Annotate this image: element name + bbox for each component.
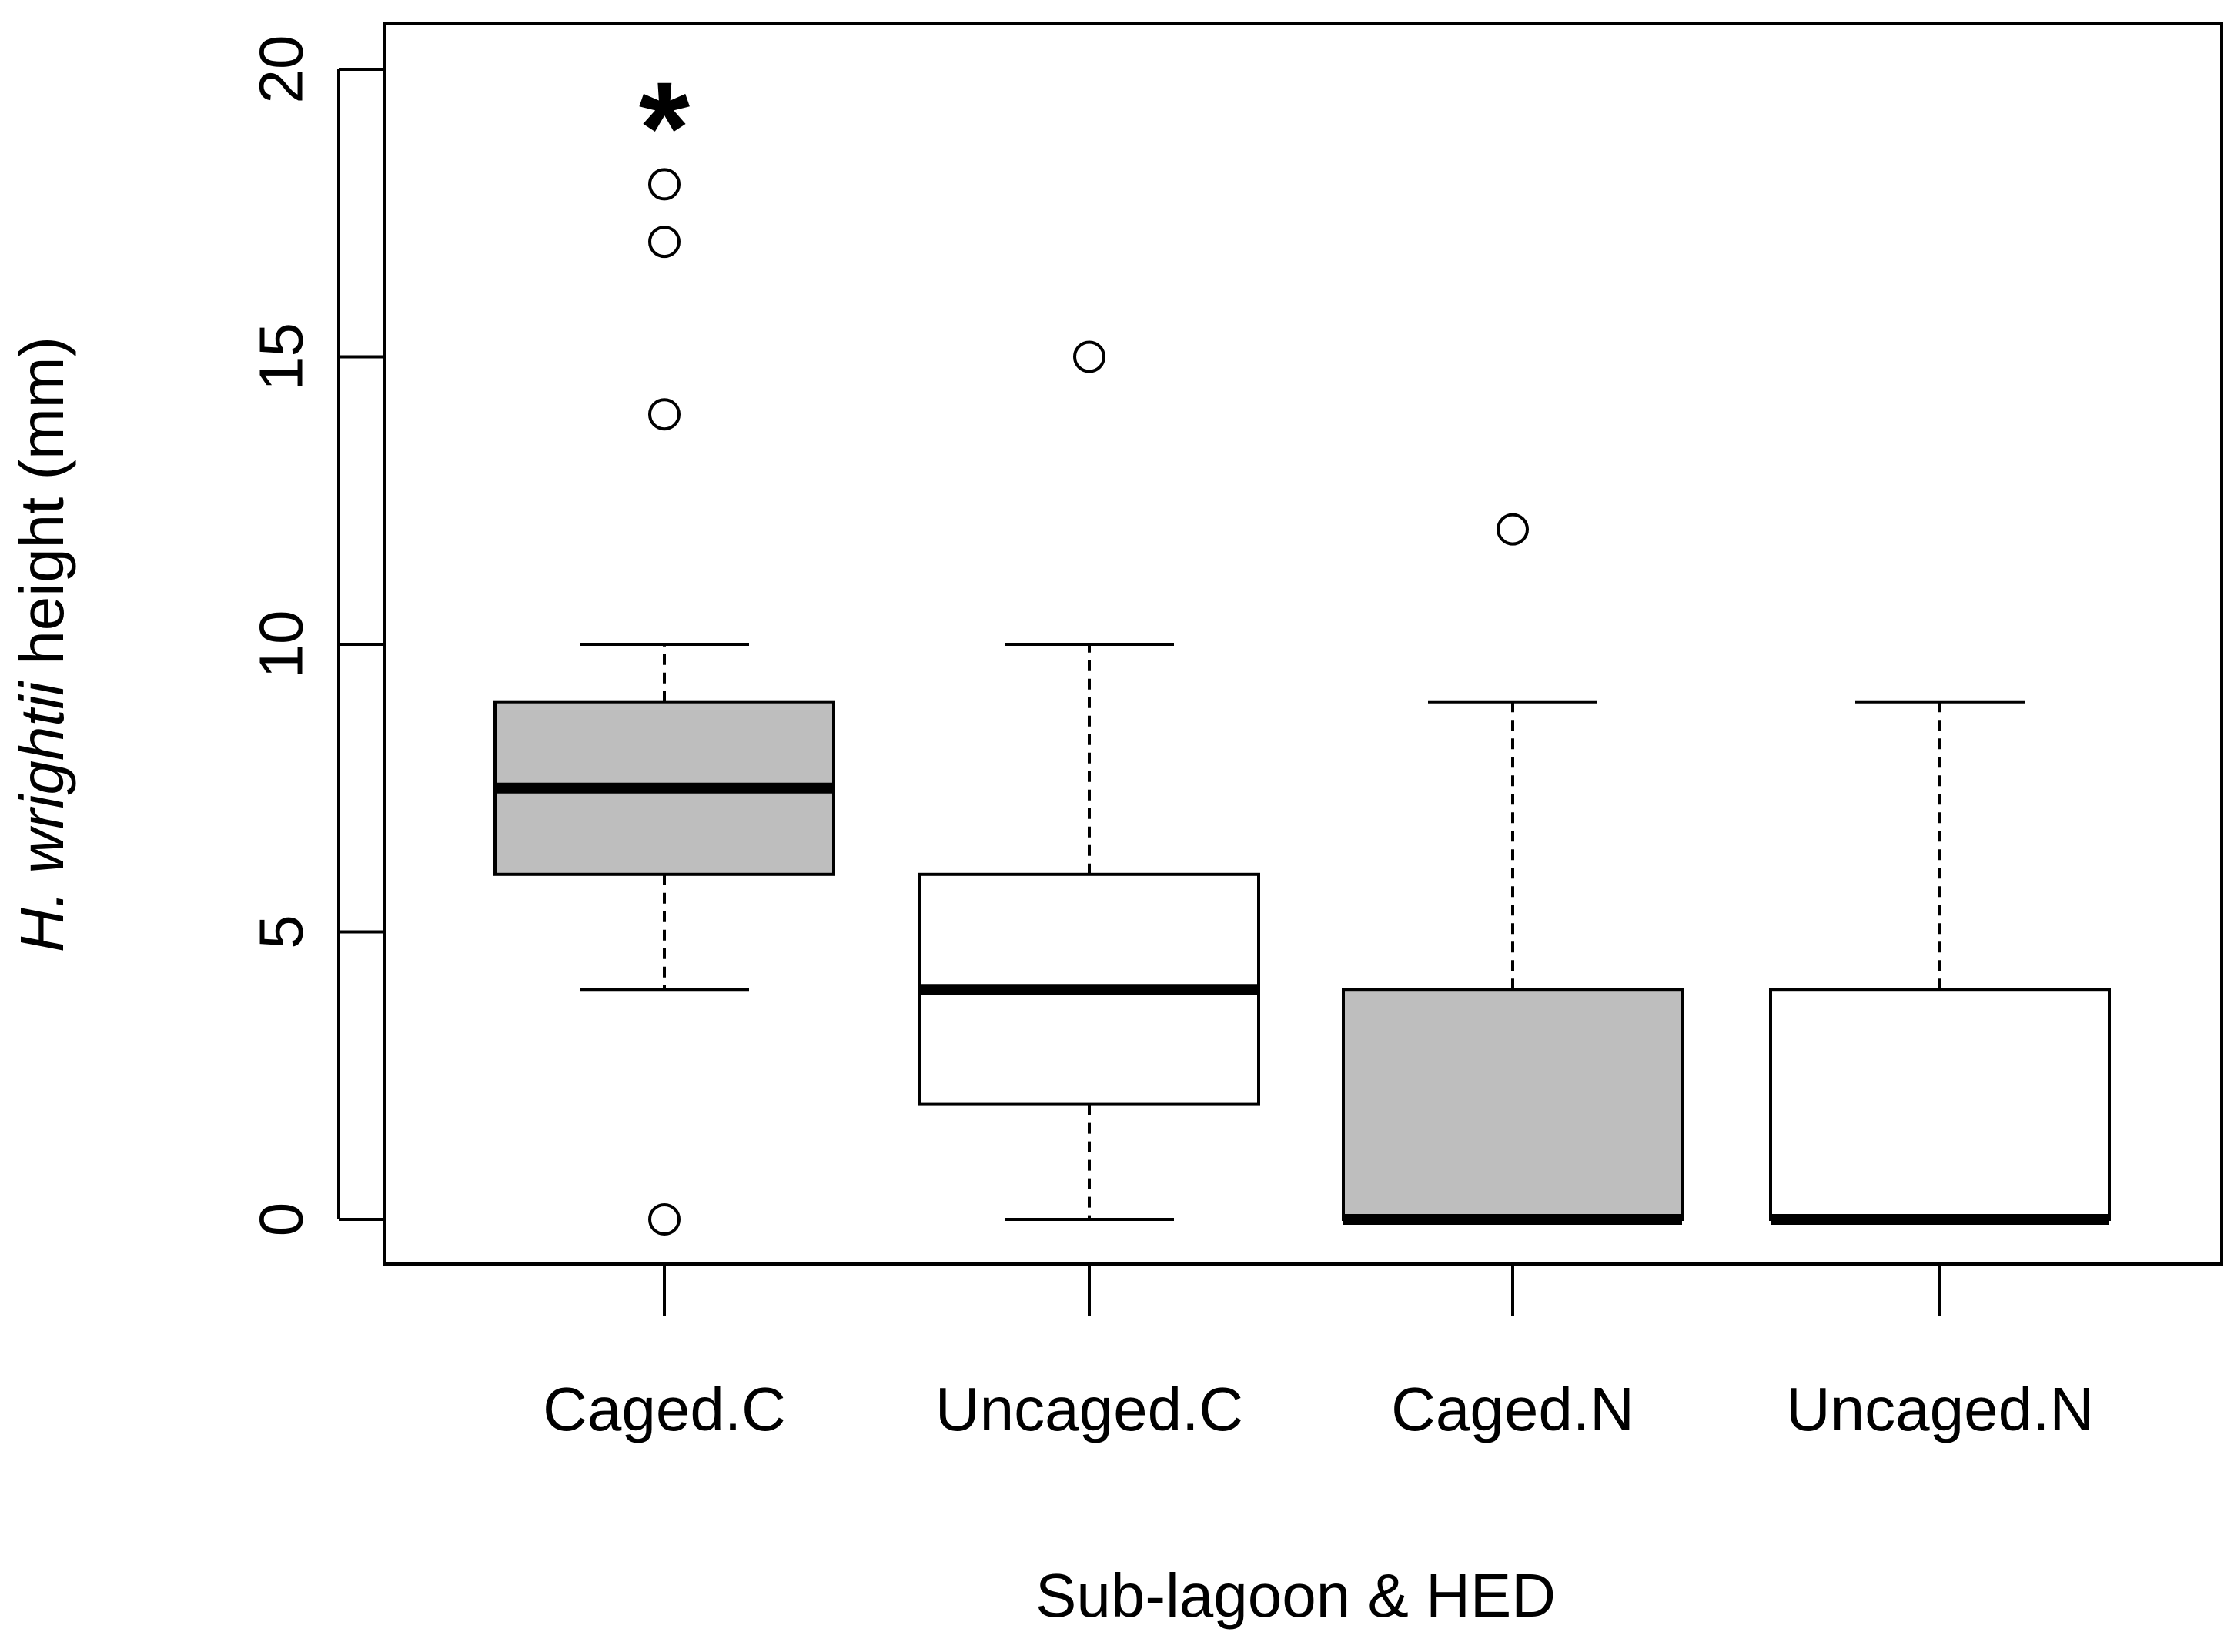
outlier-point: [1497, 513, 1529, 546]
plot-area: 0 5 10 15 20 Caged.C Uncaged.C Caged.N Uncaged.N…: [247, 22, 2223, 1443]
outlier-point: [648, 1203, 681, 1236]
x-tick-label: Caged.N: [1391, 1375, 1634, 1443]
y-tick-label: 10: [247, 610, 316, 679]
outlier-point: [648, 226, 681, 259]
y-tick-label: 0: [247, 1202, 316, 1237]
y-axis-label-rest: height (mm): [8, 336, 76, 682]
box-Caged.N: [1342, 988, 1684, 1221]
y-axis-label-italic: H. wrightii: [8, 681, 76, 952]
box-Uncaged.N: [1769, 988, 2111, 1221]
outlier-point: [648, 168, 681, 201]
y-axis-label: H. wrightii height (mm): [8, 336, 76, 952]
outlier-point: [1073, 340, 1105, 373]
x-tick-label: Caged.C: [543, 1375, 786, 1443]
x-tick-label: Uncaged.C: [935, 1375, 1243, 1443]
y-tick-label: 20: [247, 35, 316, 104]
y-tick-label: 15: [247, 323, 316, 391]
x-axis-label: Sub-lagoon & HED: [1035, 1561, 1556, 1630]
x-tick-label: Uncaged.N: [1786, 1375, 2094, 1443]
significance-asterisk: *: [639, 55, 690, 202]
y-tick-label: 5: [247, 915, 316, 949]
outlier-point: [648, 398, 681, 431]
